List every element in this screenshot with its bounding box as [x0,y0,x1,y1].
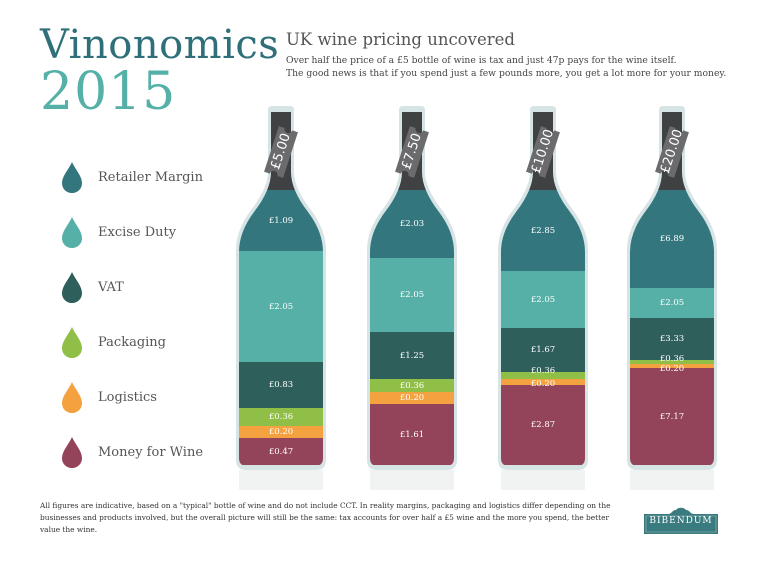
droplet-icon [62,162,82,193]
value-label-vat: £3.33 [659,334,685,344]
segment-vat [630,318,714,360]
value-label-retailer-margin: £6.89 [659,234,685,244]
value-label-money-for-wine: £7.17 [659,411,685,422]
title-year: 2015 [40,62,177,122]
segment-logistics [239,426,323,438]
segment-logistics [501,379,585,385]
bottle-0: £5.00 £1.09 £2.05 £0.83 £0.36 £0.20 £0.47 [231,100,331,490]
value-label-excise-duty: £2.05 [399,290,425,300]
segment-logistics [370,392,454,404]
bottle-3: £20.00 £6.89 £2.05 £3.33 £0.36 £0.20 £7.17 [622,100,722,490]
segment-packaging [370,379,454,392]
legend-label: Packaging [98,334,166,350]
segment-money-for-wine [239,438,323,465]
droplet-icon [62,217,82,248]
legend-item-vat: VAT [60,270,124,304]
value-label-vat: £1.67 [530,345,556,355]
legend-label: Excise Duty [98,224,177,240]
bibendum-logo [644,507,718,534]
legend-label: VAT [98,279,124,295]
bottle-2: £10.00 £2.85 £2.05 £1.67 £0.36 £0.20 £2.87 [493,100,593,490]
value-label-packaging: £0.36 [659,354,685,364]
value-label-logistics: £0.20 [399,393,425,403]
title-vinonomics: Vinonomics [40,22,280,68]
segment-excise-duty [239,251,323,362]
value-label-vat: £1.25 [399,350,425,361]
segment-money-for-wine [370,404,454,465]
segment-vat [501,328,585,372]
footnote: All figures are indicative, based on a "… [40,501,611,534]
legend-label: Money for Wine [98,444,204,460]
value-label-money-for-wine: £2.87 [530,420,556,430]
droplet-icon [62,327,82,358]
segment-excise-duty [501,271,585,328]
segment-vat [370,332,454,379]
legend-item-money-for-wine: Money for Wine [60,435,203,469]
segment-money-for-wine [501,385,585,465]
value-label-money-for-wine: £0.47 [268,446,294,457]
value-label-logistics: £0.20 [530,379,556,389]
value-label-packaging: £0.36 [399,380,425,391]
segment-vat [239,362,323,408]
headline: UK wine pricing uncovered [286,30,515,49]
value-label-excise-duty: £2.05 [530,294,556,305]
value-label-retailer-margin: £1.09 [268,215,294,226]
legend-label: Retailer Margin [98,169,203,185]
legend-item-excise-duty: Excise Duty [60,215,176,249]
value-label-excise-duty: £2.05 [659,298,685,308]
segment-packaging [501,372,585,379]
droplet-icon [62,272,82,303]
segment-excise-duty [370,258,454,332]
value-label-packaging: £0.36 [530,366,556,376]
value-label-logistics: £0.20 [659,364,685,374]
legend-item-retailer-margin: Retailer Margin [60,160,203,194]
segment-packaging [630,360,714,364]
bottle-1: £7.50 £2.03 £2.05 £1.25 £0.36 £0.20 £1.61 [362,100,462,490]
legend-item-packaging: Packaging [60,325,166,359]
subtitle-line-1: Over half the price of a £5 bottle of wi… [286,55,677,66]
segment-excise-duty [630,288,714,318]
legend-item-logistics: Logistics [60,380,157,414]
value-label-excise-duty: £2.05 [268,301,294,312]
value-label-logistics: £0.20 [268,427,294,437]
legend-label: Logistics [98,389,157,405]
logo-text: BIBENDUM [649,516,713,526]
value-label-retailer-margin: £2.03 [399,219,425,229]
value-label-vat: £0.83 [268,380,294,390]
value-label-packaging: £0.36 [268,412,294,422]
droplet-icon [62,437,82,468]
subtitle-line-2: The good news is that if you spend just … [286,68,727,79]
segment-packaging [239,408,323,426]
value-label-money-for-wine: £1.61 [399,429,425,440]
segment-logistics [630,364,714,368]
segment-money-for-wine [630,368,714,465]
value-label-retailer-margin: £2.85 [530,225,556,236]
droplet-icon [62,382,82,413]
